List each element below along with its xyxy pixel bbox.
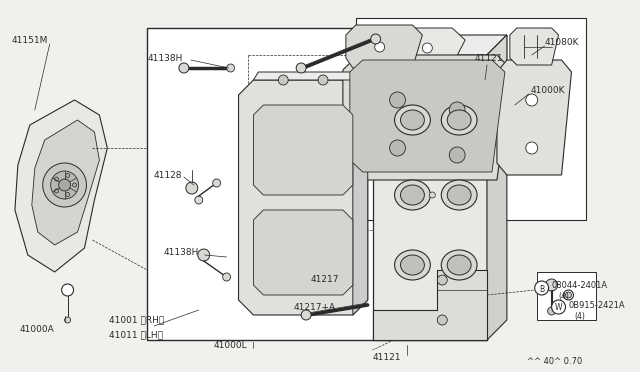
Polygon shape (372, 35, 507, 55)
Ellipse shape (401, 110, 424, 130)
Circle shape (72, 183, 77, 187)
Circle shape (371, 34, 381, 44)
Circle shape (43, 163, 86, 207)
Circle shape (66, 173, 70, 177)
Circle shape (374, 42, 385, 52)
Text: 41138H: 41138H (147, 54, 182, 62)
Circle shape (227, 64, 234, 72)
Polygon shape (350, 60, 505, 172)
Polygon shape (372, 55, 487, 340)
Ellipse shape (401, 255, 424, 275)
Ellipse shape (401, 185, 424, 205)
Polygon shape (253, 105, 353, 195)
Polygon shape (32, 120, 99, 245)
Circle shape (212, 179, 221, 187)
Circle shape (449, 102, 465, 118)
Circle shape (534, 281, 548, 295)
Polygon shape (510, 28, 559, 65)
Circle shape (566, 292, 572, 298)
Circle shape (61, 284, 74, 296)
Polygon shape (346, 25, 422, 68)
Circle shape (51, 171, 79, 199)
Polygon shape (253, 72, 358, 80)
Polygon shape (147, 28, 487, 340)
Ellipse shape (447, 110, 471, 130)
Text: 41128: 41128 (154, 170, 182, 180)
Polygon shape (537, 272, 596, 320)
Circle shape (301, 310, 311, 320)
Circle shape (195, 196, 203, 204)
Circle shape (278, 75, 288, 85)
Circle shape (546, 279, 557, 291)
Ellipse shape (447, 255, 471, 275)
Text: 41001 （RH）: 41001 （RH） (109, 315, 164, 324)
Circle shape (525, 142, 538, 154)
Ellipse shape (395, 180, 430, 210)
Circle shape (404, 193, 410, 199)
Text: B: B (539, 285, 544, 294)
Text: (4): (4) (559, 292, 570, 301)
Text: 41000A: 41000A (20, 326, 54, 334)
Text: 41121: 41121 (372, 353, 401, 362)
Circle shape (525, 94, 538, 106)
Text: 41011 （LH）: 41011 （LH） (109, 330, 163, 340)
Text: ^^ 40^ 0.70: ^^ 40^ 0.70 (527, 357, 582, 366)
Circle shape (437, 315, 447, 325)
Polygon shape (356, 18, 586, 220)
Polygon shape (253, 210, 353, 295)
Circle shape (54, 189, 58, 193)
Text: 41121: 41121 (474, 54, 502, 62)
Circle shape (198, 249, 210, 261)
Circle shape (390, 140, 406, 156)
Circle shape (54, 177, 58, 181)
Circle shape (390, 92, 406, 108)
Text: 41000K: 41000K (531, 86, 565, 94)
Polygon shape (353, 80, 368, 315)
Text: 41151M: 41151M (12, 35, 48, 45)
Circle shape (564, 290, 573, 300)
Text: (4): (4) (575, 311, 586, 321)
Circle shape (65, 317, 70, 323)
Text: 41080K: 41080K (545, 38, 579, 46)
Circle shape (223, 273, 230, 281)
Circle shape (66, 193, 70, 196)
Polygon shape (15, 100, 108, 272)
Text: 41138H: 41138H (164, 247, 200, 257)
Circle shape (412, 186, 419, 194)
Text: W: W (555, 304, 563, 312)
Circle shape (179, 63, 189, 73)
Text: 41217+A: 41217+A (293, 304, 335, 312)
Polygon shape (343, 55, 512, 180)
Polygon shape (487, 35, 507, 140)
Ellipse shape (395, 250, 430, 280)
Circle shape (318, 75, 328, 85)
Text: 08044-2401A: 08044-2401A (552, 282, 608, 291)
Circle shape (548, 307, 556, 315)
Polygon shape (372, 270, 487, 340)
Polygon shape (487, 35, 507, 340)
Text: 41217: 41217 (310, 276, 339, 285)
Ellipse shape (441, 180, 477, 210)
Polygon shape (239, 80, 368, 315)
Circle shape (186, 182, 198, 194)
Polygon shape (497, 60, 572, 175)
Ellipse shape (395, 105, 430, 135)
Circle shape (552, 300, 566, 314)
Circle shape (449, 147, 465, 163)
Circle shape (437, 275, 447, 285)
Circle shape (429, 192, 435, 198)
Circle shape (59, 179, 70, 191)
Ellipse shape (447, 185, 471, 205)
Text: 41000L: 41000L (214, 340, 247, 350)
Polygon shape (392, 28, 465, 68)
Ellipse shape (441, 250, 477, 280)
Ellipse shape (441, 105, 477, 135)
Circle shape (422, 43, 433, 53)
Text: 0B915-2421A: 0B915-2421A (568, 301, 625, 311)
Circle shape (296, 63, 306, 73)
